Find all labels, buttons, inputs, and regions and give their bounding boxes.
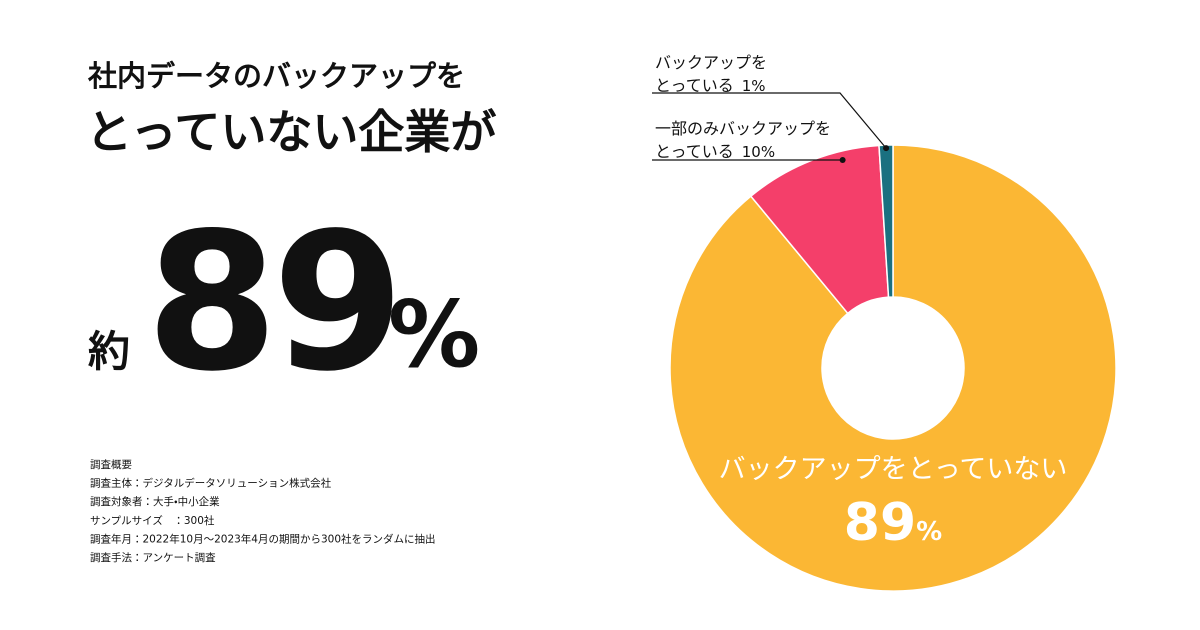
headline-line2: とっていない企業が [86,105,496,159]
note-line: 調査概要 [90,458,132,471]
callout-line [652,92,887,149]
callout-label: 一部のみバックアップをとっている [655,119,831,161]
headline-line1: 社内データのバックアップを [87,59,465,93]
headline-number: 89 [146,192,398,413]
callout-value: 10% [742,143,775,161]
slice-label: バックアップをとっていない [719,454,1068,485]
donut-slice [669,144,1117,592]
callout-value: 1% [742,77,766,95]
donut-slice [749,144,890,315]
note-line: 調査年月：2022年10月〜2023年4月の期間から300社をランダムに抽出 [90,532,436,545]
note-line: 調査主体：デジタルデータソリューション株式会社 [90,477,332,490]
callout-label: バックアップをとっている [655,53,767,95]
note-line: 調査手法：アンケート調査 [90,551,216,564]
headline-unit: % [388,281,480,388]
note-line: 調査対象者：大手・中小企業 [90,495,220,508]
donut-chart: バックアップをとっていない 89% 一部のみバックアップをとっている 10% バックアッ… [652,53,1117,592]
slice-value-label: 89% [844,493,942,553]
callout-dot [883,145,890,152]
note-line: サンプルサイズ ：300社 [90,514,215,527]
headline-prefix: 約 [88,327,130,376]
callout-dot [839,157,846,163]
survey-notes: 調査概要調査主体：デジタルデータソリューション株式会社調査対象者：大手・中小企業… [90,458,436,564]
